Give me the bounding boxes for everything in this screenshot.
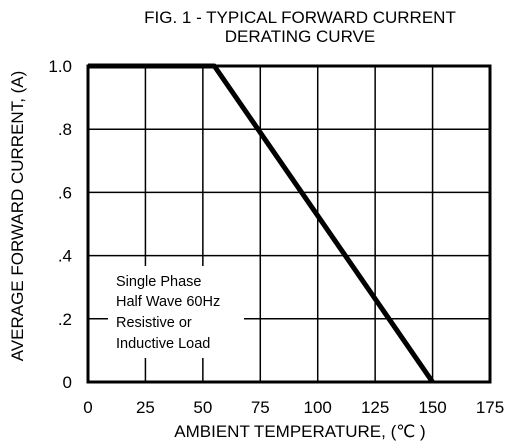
y-tick-label: 1.0 [48,57,72,76]
y-tick-label: .4 [58,247,72,266]
y-axis-label: AVERAGE FORWARD CURRENT, (A) [8,71,27,362]
x-tick-label: 175 [476,398,504,417]
x-tick-label: 75 [251,398,270,417]
x-axis-label: AMBIENT TEMPERATURE, (℃ ) [174,422,425,441]
y-tick-labels: 0 .2 .4 .6 .8 1.0 [48,57,72,392]
x-tick-label: 100 [304,398,332,417]
annotation-box: Single Phase Half Wave 60Hz Resistive or… [108,266,244,358]
chart-title-line-1: FIG. 1 - TYPICAL FORWARD CURRENT [144,8,456,27]
annotation-line-1: Single Phase [116,274,201,290]
y-tick-label: 0 [63,373,72,392]
annotation-line-2: Half Wave 60Hz [116,294,220,310]
x-tick-label: 150 [418,398,446,417]
x-tick-label: 0 [83,398,92,417]
annotation-background [108,266,244,358]
plot-frame [86,64,492,384]
series-group [88,63,435,384]
y-tick-label: .8 [58,120,72,139]
chart-title-line-2: DERATING CURVE [225,27,376,46]
y-tick-label: .6 [58,183,72,202]
annotation-line-4: Inductive Load [116,336,210,352]
y-tick-label: .2 [58,310,72,329]
x-tick-label: 125 [361,398,389,417]
annotation-line-3: Resistive or [116,315,192,331]
x-tick-label: 50 [193,398,212,417]
x-tick-labels: 0 25 50 75 100 125 150 175 [83,398,504,417]
derating-curve-line [88,63,435,384]
x-tick-label: 25 [136,398,155,417]
